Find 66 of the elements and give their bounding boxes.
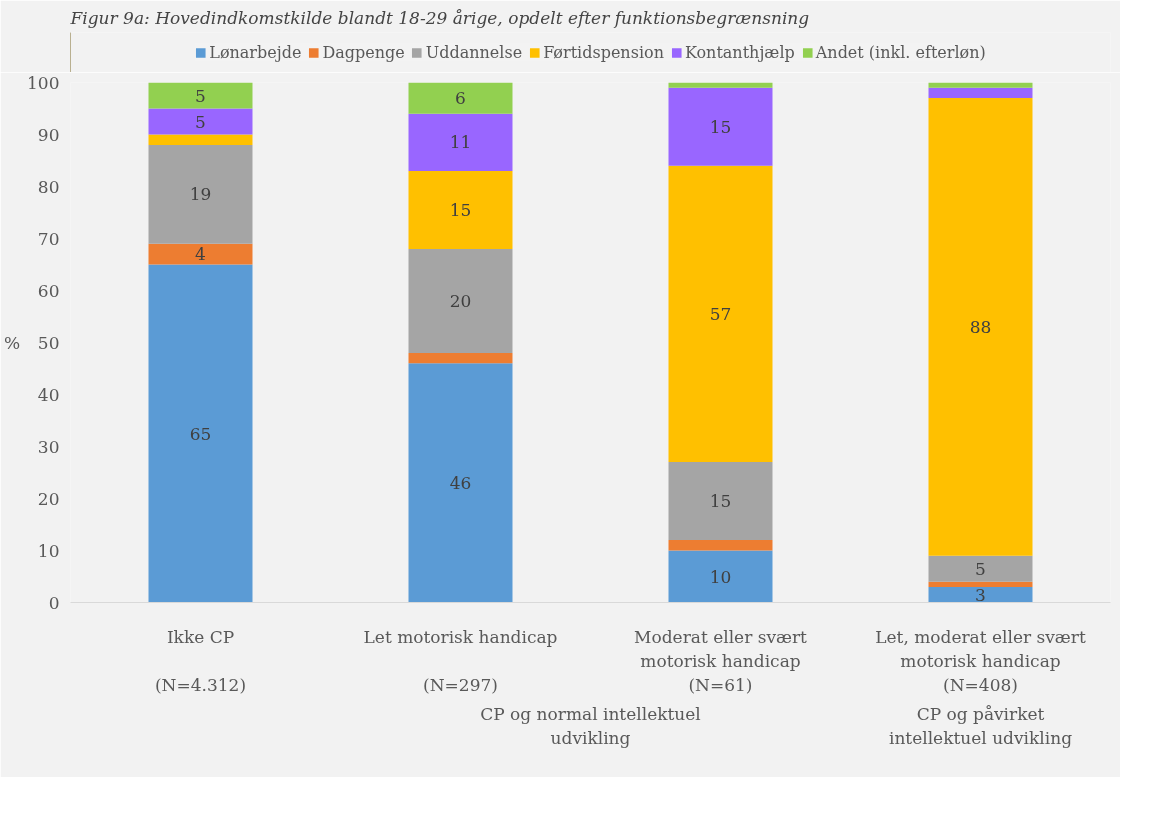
legend-label: Dagpenge [322,42,405,62]
bar [408,248,513,353]
legend-label: Uddannelse [425,42,523,62]
bar [408,113,513,171]
bar [408,363,513,603]
data-label: 5 [975,558,986,579]
bar [668,165,773,463]
data-label: 15 [449,199,472,220]
bar [408,352,513,364]
bar [928,82,1033,88]
text: CP og påvirket intellektuel udvikling [888,703,1073,748]
data-label: 10 [709,566,732,587]
bar [408,82,513,114]
y-tick-label: 30 [37,436,60,457]
bar [668,540,773,551]
data-label: 65 [189,423,212,444]
bar [928,98,1033,556]
text: CP og normal intellektuel udvikling [480,703,701,748]
data-label: 20 [449,290,472,311]
y-tick-label: 10 [37,540,60,561]
x-tick-label: Moderat eller svært motorisk handicap (N=61) [634,626,808,695]
bar [928,581,1033,587]
y-tick-label: 20 [37,488,60,509]
legend-label: Andet (inkl. efterløn) [815,42,986,62]
bar [928,555,1033,582]
data-label: 5 [195,85,206,106]
chart-title: Figur 9a: Hovedindkomstkilde blandt 18-29 årige, opdelt efter funktionsbegrænsning [69,7,810,28]
bar [668,87,773,166]
y-tick-label: 100 [27,72,60,93]
category-label: Let motorisk handicap (N=297) [363,626,558,695]
data-label: 46 [449,472,472,493]
bar [148,144,253,244]
y-tick-label: 0 [48,592,60,613]
data-label: 11 [449,132,472,153]
data-label: 15 [709,491,732,512]
bar [408,170,513,249]
y-tick-label: 40 [37,384,60,405]
data-label: 3 [975,584,986,605]
bar [148,82,253,109]
x-tick-label: Let, moderat eller svært motorisk handicap (N=408) [875,626,1086,695]
category-label: Ikke CP (N=4.312) [154,626,247,695]
data-label: 6 [455,88,466,109]
bar [148,243,253,265]
bar [928,586,1033,603]
legend-label: Kontanthjælp [684,42,795,62]
bar [148,108,253,135]
y-tick-label: 50 [37,332,60,353]
y-axis-title: % [3,332,21,353]
y-tick-label: 70 [37,228,60,249]
bar [928,87,1033,99]
data-label: 15 [709,116,732,137]
bar [148,264,253,603]
bar [668,550,773,603]
bar [668,82,773,88]
data-label: 4 [195,244,206,265]
y-tick-label: 60 [37,280,60,301]
data-label: 5 [195,111,206,132]
bar [148,134,253,145]
y-tick-label: 90 [37,124,60,145]
data-label: 88 [969,316,992,337]
legend-label: Lønarbejde [209,42,302,62]
data-label: 57 [709,303,732,324]
y-tick-label: 80 [37,176,60,197]
data-label: 19 [189,184,212,205]
bar [668,462,773,541]
legend-label: Førtidspension [543,42,664,62]
